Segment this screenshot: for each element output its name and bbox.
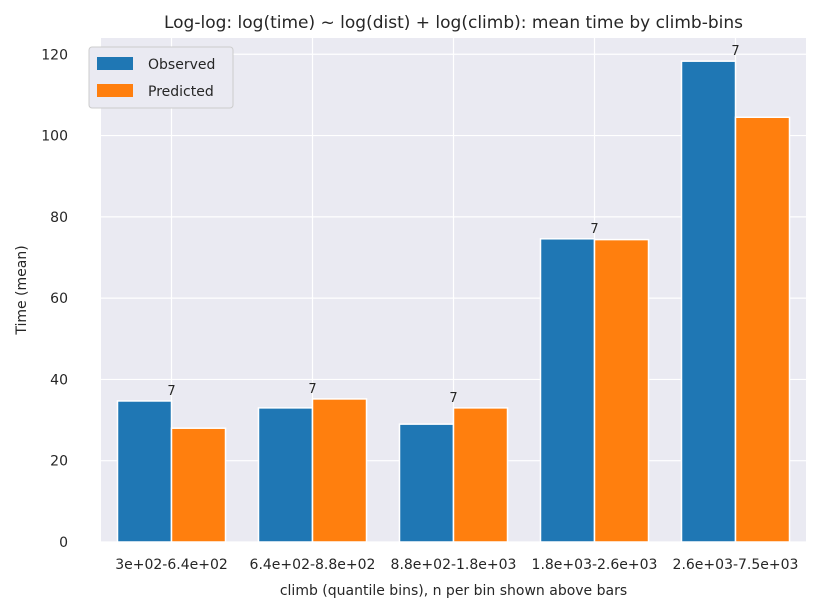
count-labels: 7 7 7 7 7 xyxy=(167,44,739,406)
chart-title: Log-log: log(time) ~ log(dist) + log(cli… xyxy=(164,13,743,33)
x-tick-label-3: 1.8e+03-2.6e+03 xyxy=(532,557,658,573)
bar-predicted-4 xyxy=(734,116,791,543)
x-tick-label-1: 6.4e+02-8.8e+02 xyxy=(250,557,376,573)
count-label-1: 7 xyxy=(308,382,316,397)
count-label-0: 7 xyxy=(167,384,175,399)
legend-label-observed: Observed xyxy=(148,57,215,73)
x-axis-label: climb (quantile bins), n per bin shown a… xyxy=(280,583,627,599)
bar-predicted-1 xyxy=(311,398,368,543)
bar-observed-3 xyxy=(539,238,596,543)
x-tick-label-4: 2.6e+03-7.5e+03 xyxy=(673,557,799,573)
y-tick-label-1: 20 xyxy=(50,454,68,470)
x-tick-label-0: 3e+02-6.4e+02 xyxy=(115,557,228,573)
legend-swatch-observed xyxy=(97,57,133,70)
bar-observed-1 xyxy=(257,407,314,543)
bar-observed-0 xyxy=(116,400,173,543)
legend-label-predicted: Predicted xyxy=(148,84,214,100)
y-axis-label: Time (mean) xyxy=(14,245,30,335)
bar-predicted-3 xyxy=(593,238,650,543)
bar-observed-2 xyxy=(398,423,455,543)
count-label-2: 7 xyxy=(449,391,457,406)
count-label-3: 7 xyxy=(590,222,598,237)
legend: Observed Predicted xyxy=(88,46,234,109)
bars xyxy=(116,60,791,543)
count-label-4: 7 xyxy=(731,44,739,59)
bar-predicted-2 xyxy=(452,407,509,543)
y-tick-label-0: 0 xyxy=(59,535,68,551)
y-tick-label-4: 80 xyxy=(50,210,68,226)
legend-swatch-predicted xyxy=(97,84,133,97)
bar-observed-4 xyxy=(680,60,737,543)
y-tick-label-2: 40 xyxy=(50,372,68,388)
y-tick-label-3: 60 xyxy=(50,291,68,307)
bar-predicted-0 xyxy=(170,427,227,543)
x-tick-labels: 3e+02-6.4e+02 6.4e+02-8.8e+02 8.8e+02-1.8e… xyxy=(115,557,798,573)
y-tick-label-5: 100 xyxy=(41,129,68,145)
x-tick-label-2: 8.8e+02-1.8e+03 xyxy=(391,557,517,573)
y-tick-label-6: 120 xyxy=(41,47,68,63)
y-tick-labels: 0 20 40 60 80 100 120 xyxy=(41,47,68,551)
